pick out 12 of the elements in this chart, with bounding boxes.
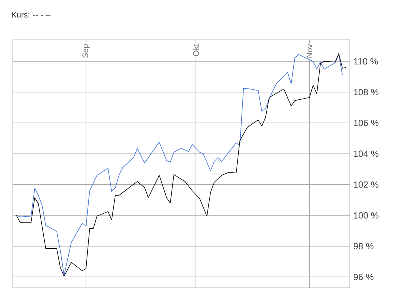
y-tick-label: 102 % bbox=[354, 182, 379, 188]
y-tick-label: 98 % bbox=[354, 243, 374, 250]
y-tick-label: 106 % bbox=[354, 120, 379, 126]
x-tick-label: Sep bbox=[82, 44, 90, 58]
y-tick-label: 110 % bbox=[354, 58, 378, 65]
chart-title: Kurs: -- - -- bbox=[12, 12, 51, 18]
y-tick-label: 96 % bbox=[354, 274, 374, 280]
y-tick-label: 104 % bbox=[354, 150, 379, 158]
x-tick-label: Nov bbox=[306, 44, 312, 58]
y-tick-label: 100 % bbox=[354, 212, 379, 219]
x-tick-label: Okt bbox=[193, 44, 200, 56]
y-tick-label: 108 % bbox=[354, 89, 379, 96]
